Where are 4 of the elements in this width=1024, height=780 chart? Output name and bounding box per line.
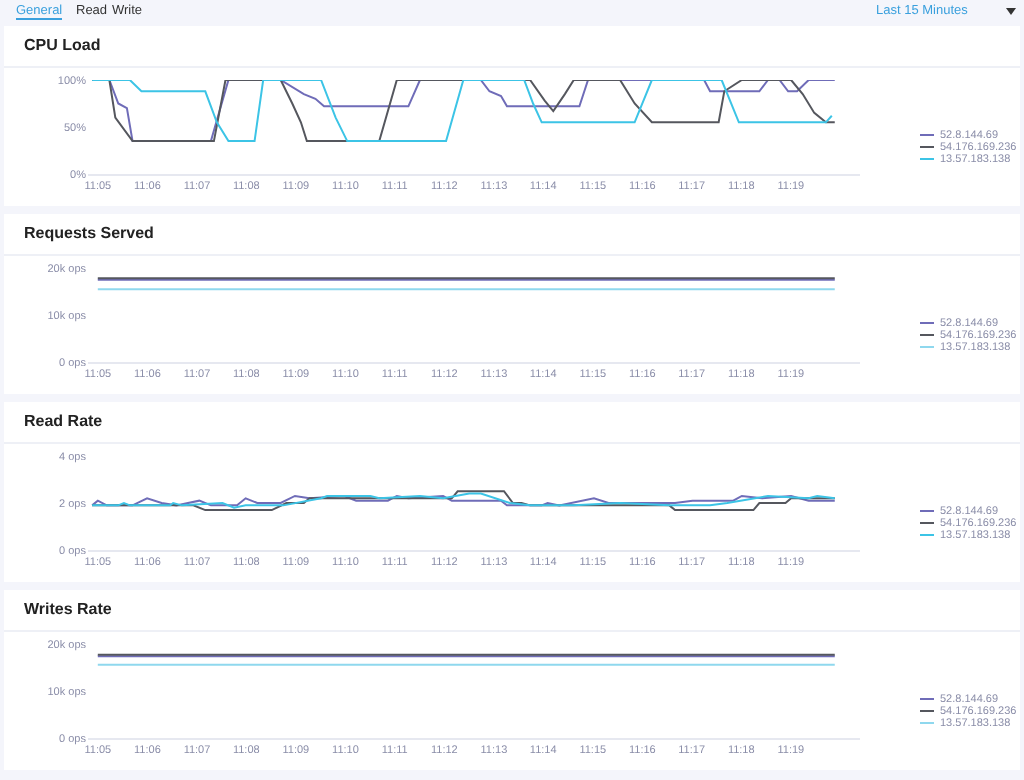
chart-title: CPU Load <box>4 26 1020 68</box>
chart-title: Writes Rate <box>4 590 1020 632</box>
chart-title: Requests Served <box>4 214 1020 256</box>
chart-title: Read Rate <box>4 402 1020 444</box>
